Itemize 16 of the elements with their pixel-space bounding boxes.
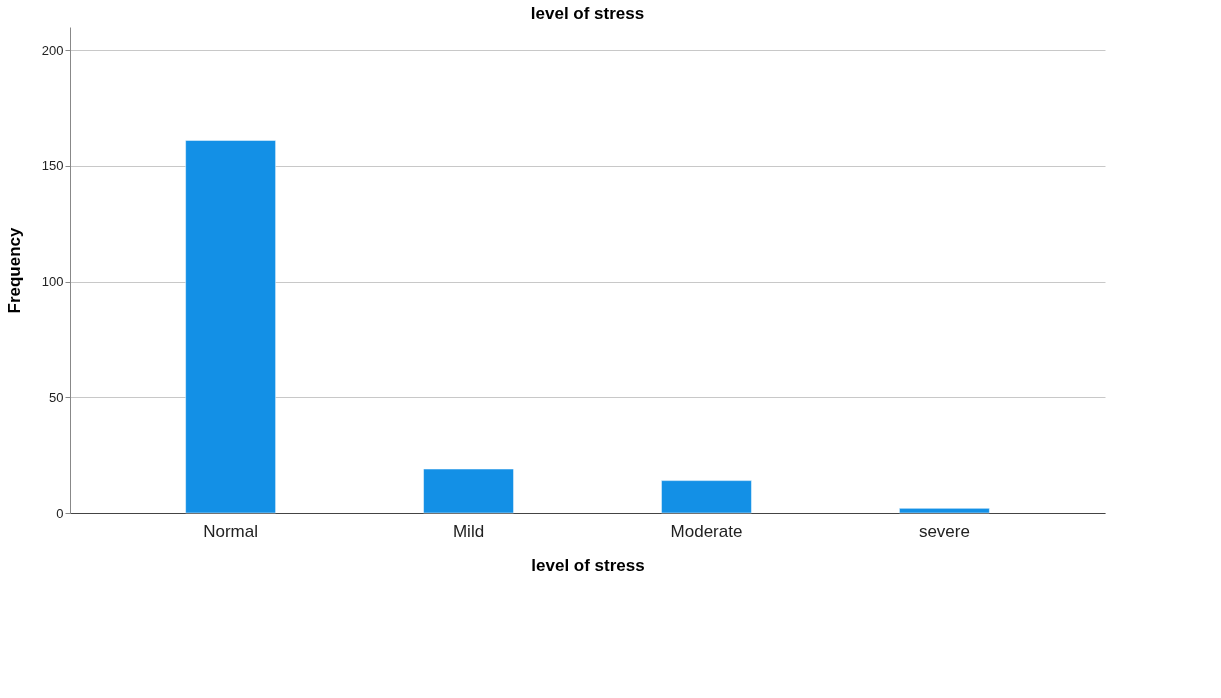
y-tick-label: 0	[56, 505, 64, 521]
y-axis-title: Frequency	[4, 226, 24, 314]
y-tick-label: 50	[49, 389, 64, 405]
y-tick-label: 100	[41, 274, 64, 290]
x-tick-label: Moderate	[670, 521, 743, 541]
y-tick-label: 200	[41, 42, 64, 58]
bar	[423, 468, 514, 514]
x-axis-title: level of stress	[531, 555, 645, 575]
bar	[899, 508, 990, 514]
bar	[661, 480, 752, 514]
x-tick-label: Normal	[203, 521, 258, 541]
bar	[185, 140, 276, 514]
x-tick-label: Mild	[452, 521, 485, 541]
x-tick-label: severe	[918, 521, 970, 541]
chart-title: level of stress	[530, 4, 645, 23]
y-tick-label: 150	[41, 158, 64, 174]
